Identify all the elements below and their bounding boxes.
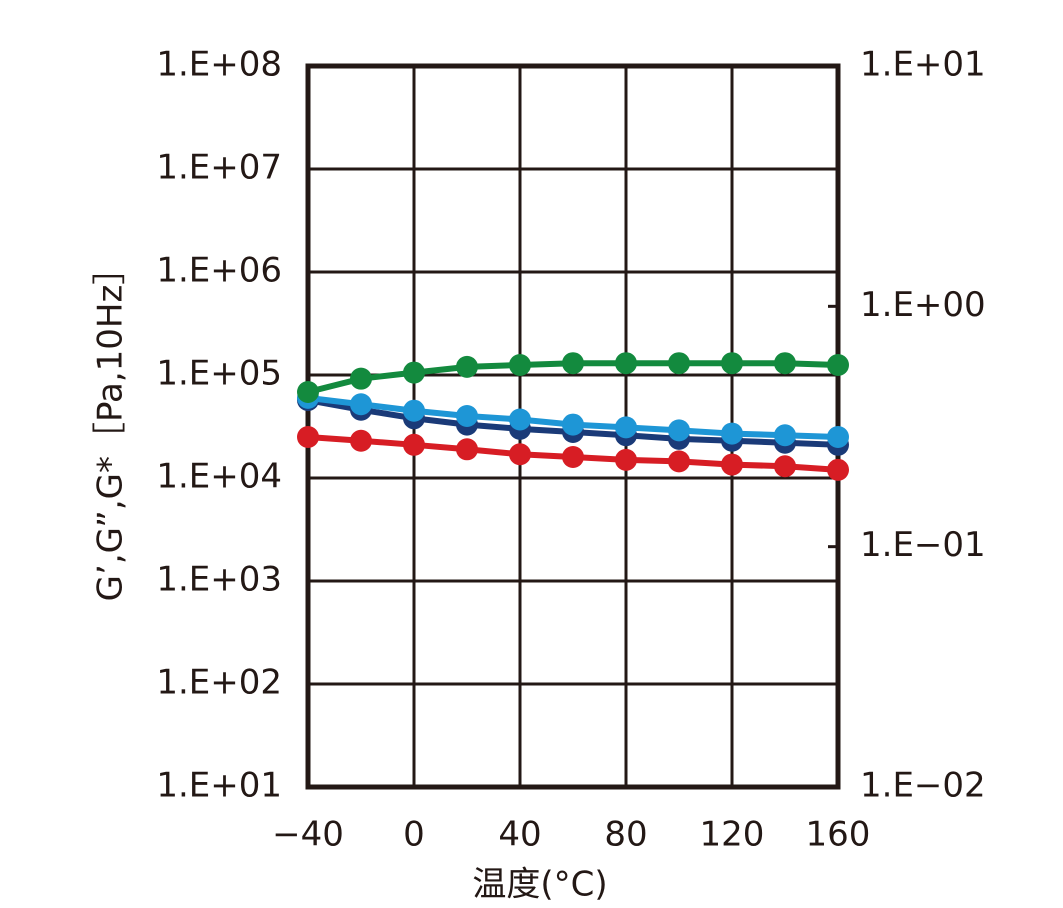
- data-point: [827, 354, 849, 377]
- y2-tick-label: 1.E+00: [860, 285, 986, 325]
- data-point: [297, 381, 319, 404]
- x-tick-label: −40: [272, 815, 344, 855]
- x-tick-label: 160: [806, 815, 871, 855]
- y2-tick-label: 1.E−02: [860, 766, 986, 806]
- x-tick-label: 40: [498, 815, 541, 855]
- data-point: [509, 443, 531, 466]
- data-point: [562, 413, 584, 436]
- data-point: [297, 426, 319, 449]
- y-tick-label: 1.E+04: [156, 457, 282, 497]
- data-point: [721, 352, 743, 375]
- y-tick-label: 1.E+05: [156, 354, 282, 394]
- data-point: [615, 448, 637, 471]
- data-point: [668, 419, 690, 442]
- x-axis-label: 温度(°C): [472, 865, 607, 905]
- y-tick-label: 1.E+01: [156, 766, 282, 806]
- x-tick-label: 0: [403, 815, 425, 855]
- data-point: [509, 408, 531, 431]
- data-point: [721, 422, 743, 445]
- y-axis-label: G’,G”,G*［Pa,10Hz］: [91, 251, 131, 602]
- y-tick-label: 1.E+03: [156, 560, 282, 600]
- data-point: [509, 354, 531, 377]
- data-point: [827, 458, 849, 481]
- x-tick-label: 80: [604, 815, 647, 855]
- data-point: [350, 429, 372, 452]
- data-point: [774, 352, 796, 375]
- data-point: [456, 355, 478, 378]
- data-point: [456, 438, 478, 461]
- y2-tick-label: 1.E−01: [860, 525, 986, 565]
- data-point: [403, 361, 425, 384]
- y-tick-label: 1.E+07: [156, 148, 282, 188]
- data-point: [827, 426, 849, 449]
- x-tick-label: 120: [700, 815, 765, 855]
- y-tick-label: 1.E+06: [156, 251, 282, 291]
- data-point: [774, 455, 796, 478]
- data-point: [774, 424, 796, 447]
- data-point: [615, 416, 637, 439]
- data-point: [562, 352, 584, 375]
- data-point: [456, 404, 478, 427]
- data-point: [668, 352, 690, 375]
- y-tick-label: 1.E+02: [156, 663, 282, 703]
- data-point: [350, 367, 372, 390]
- data-point: [721, 453, 743, 476]
- y2-tick-label: 1.E+01: [860, 45, 986, 85]
- data-point: [403, 433, 425, 456]
- data-point: [615, 352, 637, 375]
- data-point: [403, 399, 425, 422]
- data-point: [350, 393, 372, 416]
- data-point: [562, 445, 584, 468]
- data-point: [668, 450, 690, 473]
- y-tick-label: 1.E+08: [156, 45, 282, 85]
